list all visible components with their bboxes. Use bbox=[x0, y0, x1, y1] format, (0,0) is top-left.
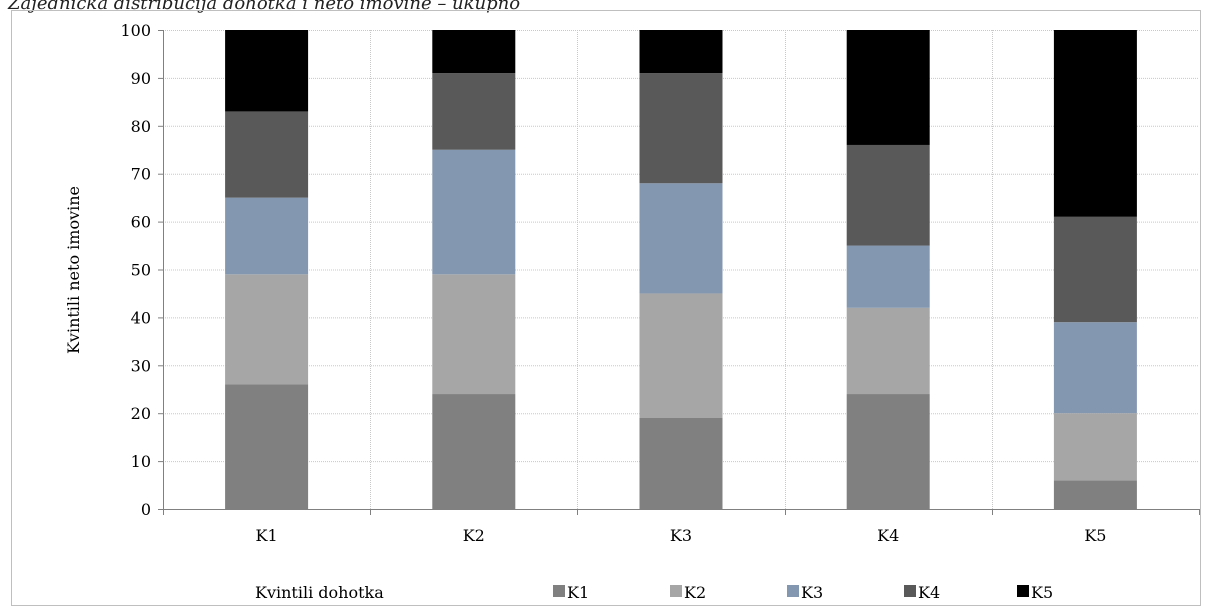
bar-k1-k2 bbox=[225, 274, 309, 385]
bar-k2-k4 bbox=[432, 73, 516, 150]
x-axis-title: Kvintili dohotka bbox=[255, 583, 384, 602]
bar-k1-k3 bbox=[225, 197, 309, 275]
x-tick-label: K3 bbox=[670, 526, 692, 545]
x-tick-label: K1 bbox=[256, 526, 278, 545]
bar-k5-k4 bbox=[1053, 216, 1137, 323]
bar-k1-k5 bbox=[225, 30, 309, 112]
y-tick-label: 60 bbox=[131, 213, 151, 232]
y-tick-label: 40 bbox=[131, 308, 151, 327]
bar-k4-k5 bbox=[846, 30, 930, 145]
bar-k3-k3 bbox=[639, 183, 723, 294]
legend-label-k2: K2 bbox=[684, 583, 706, 602]
x-tick-label: K2 bbox=[463, 526, 485, 545]
x-tick-labels: K1 K2 K3 K4 K5 bbox=[256, 526, 1107, 545]
legend: K1 K2 K3 K4 K5 bbox=[553, 583, 1053, 602]
y-tick-label: 70 bbox=[131, 165, 151, 184]
legend-swatch-k5 bbox=[1017, 585, 1029, 597]
y-tick-label: 50 bbox=[131, 261, 151, 280]
bar-k3-k1 bbox=[639, 417, 723, 509]
legend-swatch-k3 bbox=[787, 585, 799, 597]
bars bbox=[225, 30, 1137, 509]
bar-k5-k3 bbox=[1053, 322, 1137, 414]
bar-k1-k4 bbox=[225, 111, 309, 198]
bar-k2-k1 bbox=[432, 394, 516, 509]
bar-k5-k1 bbox=[1053, 480, 1137, 509]
bar-k5-k5 bbox=[1053, 30, 1137, 217]
legend-label-k5: K5 bbox=[1031, 583, 1053, 602]
bar-k4-k4 bbox=[846, 144, 930, 246]
bar-k3-k4 bbox=[639, 73, 723, 184]
legend-label-k3: K3 bbox=[801, 583, 823, 602]
bar-k2-k5 bbox=[432, 30, 516, 74]
bar-k4-k2 bbox=[846, 307, 930, 395]
bar-k2-k3 bbox=[432, 149, 516, 275]
x-tick-label: K4 bbox=[877, 526, 899, 545]
legend-swatch-k2 bbox=[670, 585, 682, 597]
axes bbox=[158, 30, 1200, 515]
y-tick-label: 30 bbox=[131, 356, 151, 375]
legend-swatch-k4 bbox=[904, 585, 916, 597]
legend-label-k4: K4 bbox=[918, 583, 940, 602]
legend-swatch-k1 bbox=[553, 585, 565, 597]
y-tick-label: 20 bbox=[131, 404, 151, 423]
x-tick-label: K5 bbox=[1084, 526, 1106, 545]
bar-k1-k1 bbox=[225, 384, 309, 509]
chart-frame bbox=[11, 10, 1201, 606]
y-tick-label: 80 bbox=[131, 117, 151, 136]
bar-k4-k1 bbox=[846, 394, 930, 509]
legend-label-k1: K1 bbox=[567, 583, 589, 602]
y-tick-labels: 0 10 20 30 40 50 60 70 80 90 100 bbox=[120, 21, 151, 519]
bar-k3-k5 bbox=[639, 30, 723, 74]
y-tick-label: 100 bbox=[120, 21, 151, 40]
bar-k4-k3 bbox=[846, 245, 930, 308]
bar-k5-k2 bbox=[1053, 413, 1137, 481]
y-axis-title: Kvintili neto imovine bbox=[64, 186, 83, 354]
bar-k3-k2 bbox=[639, 293, 723, 418]
y-tick-label: 90 bbox=[131, 69, 151, 88]
y-tick-label: 0 bbox=[141, 500, 151, 519]
bar-k2-k2 bbox=[432, 274, 516, 395]
y-tick-label: 10 bbox=[131, 452, 151, 471]
